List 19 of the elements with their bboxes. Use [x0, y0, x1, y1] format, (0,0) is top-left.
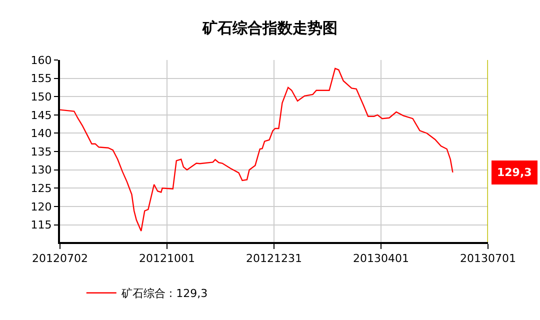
annotation: 129,3	[497, 166, 532, 179]
x-tick-label: 20120702	[32, 252, 88, 266]
y-tick-label: 135	[30, 145, 52, 158]
x-tick-label: 20130701	[460, 252, 516, 266]
y-tick-label: 150	[30, 90, 52, 104]
y-tick-label: 130	[30, 164, 52, 177]
y-tick-label: 125	[30, 182, 52, 196]
x-tick-label: 20121001	[139, 252, 195, 266]
y-tick-label: 155	[30, 72, 52, 86]
line-series	[60, 68, 454, 232]
y-tick-label: 140	[30, 127, 52, 140]
x-tick-label: 20130401	[353, 252, 409, 266]
chart-title: 矿石综合指数走势图	[202, 18, 338, 37]
legend-label: 矿石综合 : 129,3	[120, 287, 208, 300]
y-tick-label: 120	[30, 200, 52, 214]
y-tick-label: 160	[30, 54, 52, 67]
y-tick-label: 115	[30, 218, 52, 232]
y-tick-label: 145	[30, 108, 52, 122]
x-tick-label: 20121231	[246, 252, 302, 266]
